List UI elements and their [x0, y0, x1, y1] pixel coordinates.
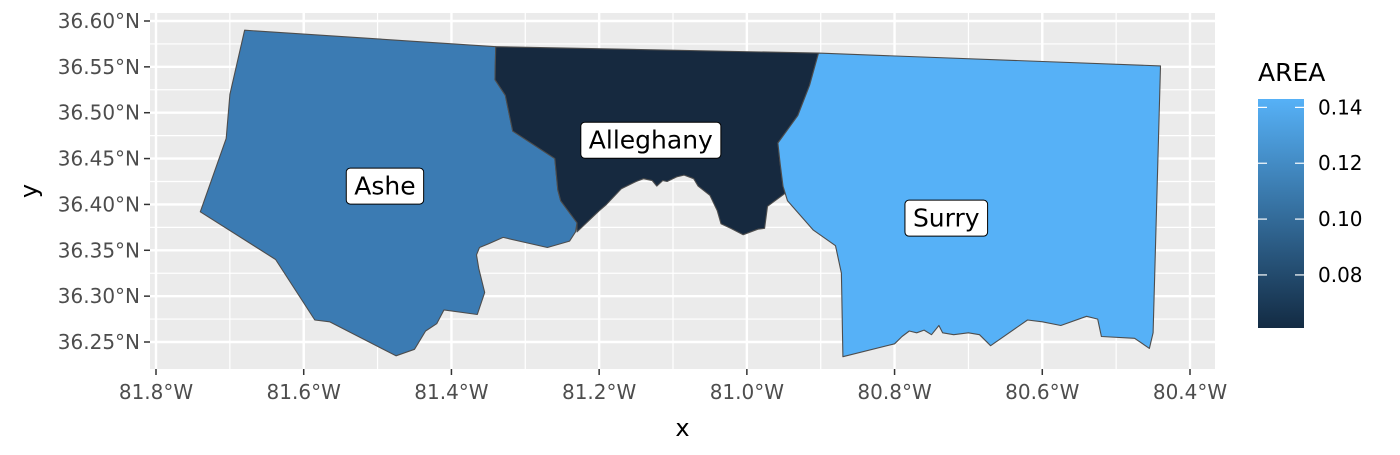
x-axis-title: x [675, 414, 689, 442]
county-label-ashe: Ashe [345, 167, 425, 205]
x-tick-label: 80.6°W [1005, 380, 1080, 404]
y-axis-title: y [15, 184, 43, 198]
county-label-box [580, 121, 722, 159]
y-tick-label: 36.40°N [58, 192, 140, 216]
legend-ticks: 0.08 0.10 0.12 0.14 [1258, 95, 1363, 287]
y-tick-label: 36.25°N [58, 330, 140, 354]
county-label-text: Ashe [354, 172, 415, 201]
county-label-text: Surry [913, 204, 980, 233]
x-tick-label: 81.2°W [562, 380, 637, 404]
legend-tick-label: 0.12 [1318, 151, 1363, 175]
x-tick-label: 81.0°W [710, 380, 785, 404]
x-tick-label: 81.6°W [267, 380, 342, 404]
county-label-box [345, 167, 425, 205]
legend-title: AREA [1258, 58, 1325, 87]
legend-tick-label: 0.14 [1318, 95, 1363, 119]
y-tick-label: 36.55°N [58, 55, 140, 79]
y-tick-label: 36.50°N [58, 101, 140, 125]
county-labels: Ashe Alleghany Surry [345, 121, 989, 237]
county-label-alleghany: Alleghany [580, 121, 722, 159]
legend: AREA 0.08 0.10 0.12 0.14 [1258, 58, 1363, 328]
y-tick-label: 36.30°N [58, 284, 140, 308]
x-tick-label: 81.4°W [414, 380, 489, 404]
x-tick-label: 80.8°W [857, 380, 932, 404]
x-axis: 81.8°W 81.6°W 81.4°W 81.2°W 81.0°W 80.8°W 80.6… [119, 369, 1228, 404]
y-tick-label: 36.60°N [58, 9, 140, 33]
x-tick-label: 81.8°W [119, 380, 194, 404]
legend-tick-label: 0.10 [1318, 207, 1363, 231]
county-label-surry: Surry [904, 199, 989, 237]
y-tick-label: 36.45°N [58, 147, 140, 171]
x-tick-label: 80.4°W [1153, 380, 1228, 404]
y-axis: 36.25°N 36.30°N 36.35°N 36.40°N 36.45°N 36.50… [58, 9, 150, 354]
county-label-box [904, 199, 989, 237]
county-label-text: Alleghany [589, 126, 713, 155]
legend-colorbar [1258, 99, 1304, 328]
y-tick-label: 36.35°N [58, 238, 140, 262]
legend-tick-label: 0.08 [1318, 263, 1363, 287]
